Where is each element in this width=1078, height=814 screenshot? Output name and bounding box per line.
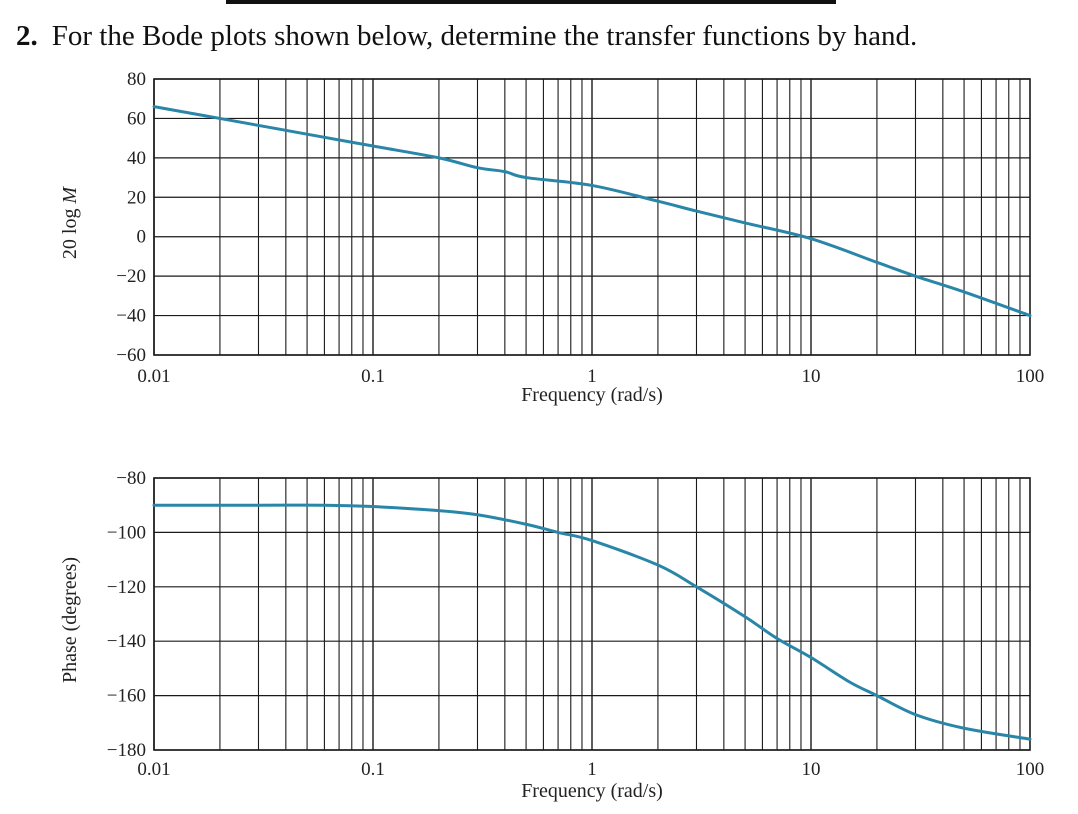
y-tick-label: −100 <box>107 522 146 543</box>
y-axis-label-italic: M <box>59 186 81 205</box>
x-tick-label: 0.1 <box>361 366 385 387</box>
y-tick-label: 80 <box>127 69 146 90</box>
y-tick-label: −20 <box>116 266 146 287</box>
grid <box>153 477 1030 751</box>
y-tick-label: 40 <box>127 148 146 169</box>
problem-text: For the Bode plots shown below, determin… <box>51 20 918 52</box>
series-points <box>153 505 1031 740</box>
x-axis-label: Frequency (rad/s) <box>521 384 663 406</box>
x-tick-label: 0.1 <box>361 759 385 780</box>
series-points <box>153 106 1031 316</box>
y-tick-label: 20 <box>127 187 146 208</box>
y-tick-label: −80 <box>116 468 146 489</box>
y-axis-label: Phase (degrees) <box>59 557 81 683</box>
x-axis-label: Frequency (rad/s) <box>521 780 663 802</box>
y-axis-label: 20 log M <box>59 186 81 260</box>
x-tick-label: 10 <box>802 759 821 780</box>
y-tick-label: −120 <box>107 577 146 598</box>
plot-frame <box>153 78 1031 356</box>
x-tick-label: 100 <box>1016 366 1045 387</box>
y-tick-label: 0 <box>137 227 147 248</box>
y-tick-label: 60 <box>127 108 146 129</box>
problem-number: 2. <box>16 20 38 52</box>
x-tick-label: 0.01 <box>137 759 170 780</box>
x-tick-label: 1 <box>587 366 597 387</box>
y-tick-label: −160 <box>107 686 146 707</box>
x-tick-label: 1 <box>587 759 597 780</box>
y-tick-label: −40 <box>116 306 146 327</box>
y-tick-label: −60 <box>116 345 146 366</box>
x-tick-label: 0.01 <box>137 366 170 387</box>
y-tick-label: −180 <box>107 740 146 761</box>
y-tick-label: −140 <box>107 631 146 652</box>
x-tick-label: 10 <box>802 366 821 387</box>
top-rule <box>226 0 836 4</box>
grid <box>153 78 1030 356</box>
chart-1: 80 60 40 20 0 −20 −40 −600.01 0.1 1 10 100 Frequency… <box>59 69 1044 406</box>
plot-frame <box>153 477 1031 751</box>
problem-statement: 2. For the Bode plots shown below, determ… <box>16 20 917 53</box>
x-tick-label: 100 <box>1016 759 1045 780</box>
